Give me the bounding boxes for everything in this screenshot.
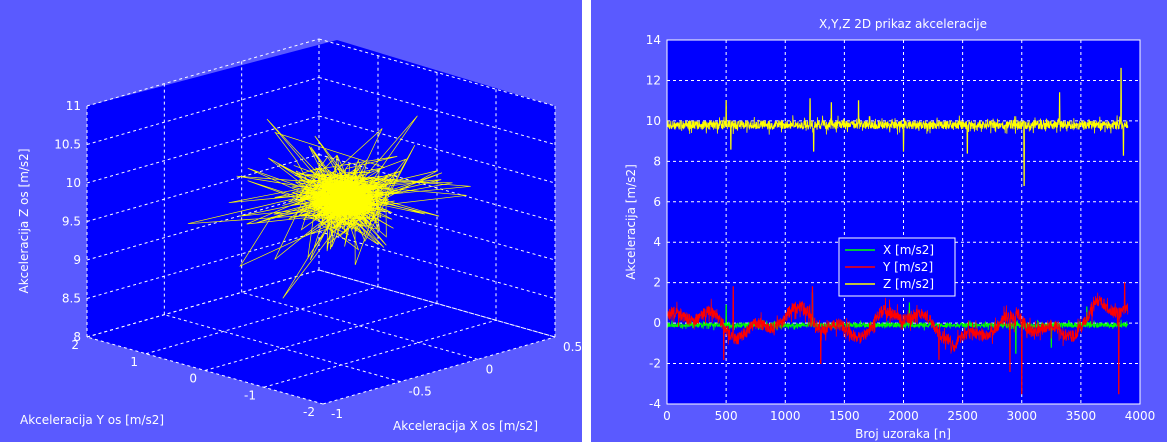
y-tick-label: 10 <box>646 114 661 128</box>
grid-line <box>86 269 320 338</box>
grid-line <box>86 115 320 184</box>
xyz-trace <box>187 115 471 299</box>
x-tick-label: -0.5 <box>408 385 431 399</box>
grid-line <box>318 192 556 261</box>
grid-lines <box>86 38 556 405</box>
grid-line <box>318 269 556 338</box>
grid-line <box>322 336 556 405</box>
x-tick-label: 0 <box>486 362 494 376</box>
y-tick-label: 2 <box>653 276 661 290</box>
series-x-line <box>666 292 1129 354</box>
y-tick-label: 0 <box>189 372 197 386</box>
x-tick-label: 0 <box>663 409 671 423</box>
x-tick-label: 1000 <box>770 409 801 423</box>
y-tick-label: 14 <box>646 33 661 47</box>
grid-line <box>318 115 556 184</box>
tick-labels: 0 500 1000 1500 2000 2500 3000 3500 4000 -4 -2 0 2 4 6… <box>646 33 1156 423</box>
xyz-line <box>187 115 471 299</box>
series-y-line <box>666 282 1129 395</box>
grid-line <box>318 231 556 299</box>
x-tick-label: 2500 <box>947 409 978 423</box>
z-tick-label: 9.5 <box>62 215 81 229</box>
figure-2d-lines: 0 500 1000 1500 2000 2500 3000 3500 4000 -4 -2 0 2 4 6… <box>591 0 1167 442</box>
grid-line <box>204 303 438 371</box>
y-tick-label: 0 <box>653 316 661 330</box>
x-tick-label: -1 <box>331 407 343 421</box>
legend-entry: X [m/s2] <box>883 243 934 257</box>
grid-line <box>263 319 497 388</box>
z-tick-label: 8.5 <box>62 292 81 306</box>
z-tick-label: 10.5 <box>54 138 81 152</box>
x-tick-label: 500 <box>715 409 738 423</box>
grid-line <box>318 77 556 145</box>
grid-line <box>86 192 320 261</box>
grid-line <box>318 38 556 107</box>
plot-frame <box>666 39 1141 405</box>
legend-entry: Z [m/s2] <box>883 277 934 291</box>
y-tick-label: 12 <box>646 73 661 87</box>
grid-line <box>241 291 478 360</box>
y-axis-label: Akceleracija Y os [m/s2] <box>20 413 164 427</box>
z-tick-label: 10 <box>66 176 81 190</box>
chart-title: X,Y,Z 2D prikaz akceleracije <box>819 17 987 31</box>
y-tick-label: 2 <box>71 338 79 352</box>
x-axis-label: Broj uzoraka [n] <box>855 427 951 441</box>
y-tick-label: -2 <box>649 357 661 371</box>
chart-2d: 0 500 1000 1500 2000 2500 3000 3500 4000 -4 -2 0 2 4 6… <box>624 17 1156 441</box>
grid-line <box>86 38 320 107</box>
x-tick-label: 0.5 <box>563 340 582 354</box>
x-tick-label: 1500 <box>829 409 860 423</box>
grid-line <box>86 77 320 145</box>
z-tick-label: 9 <box>73 253 81 267</box>
x-tick-label: 2000 <box>888 409 919 423</box>
y-tick-label: 4 <box>653 235 661 249</box>
grid-line <box>86 154 320 222</box>
y-tick-label: 1 <box>130 355 138 369</box>
grid-line <box>86 231 320 299</box>
z-tick-label: 11 <box>66 99 81 113</box>
series-z-line <box>666 67 1129 186</box>
x-tick-label: 3500 <box>1066 409 1097 423</box>
tick-labels: 8 8.5 9 9.5 10 10.5 11 -2 -1 0 1 2 -1 -0.5 0 0.5 <box>54 99 582 421</box>
legend: X [m/s2] Y [m/s2] Z [m/s2] <box>838 237 956 297</box>
x-tick-label: 3000 <box>1006 409 1037 423</box>
figure-3d-scatter: 8 8.5 9 9.5 10 10.5 11 -2 -1 0 1 2 -1 -0.5 0 0.5 Akcele… <box>0 0 582 442</box>
y-tick-label: 6 <box>653 195 661 209</box>
z-tick-label: 8 <box>73 330 81 344</box>
grid-line <box>145 286 379 355</box>
y-tick-label: -4 <box>649 397 661 411</box>
chart-3d: 8 8.5 9 9.5 10 10.5 11 -2 -1 0 1 2 -1 -0.5 0 0.5 Akcele… <box>17 38 582 433</box>
legend-entry: Y [m/s2] <box>882 260 933 274</box>
z-axis-label: Akceleracija Z os [m/s2] <box>17 148 31 293</box>
y-tick-label: -2 <box>303 405 315 419</box>
x-tick-label: 4000 <box>1125 409 1156 423</box>
y-tick-label: 8 <box>653 154 661 168</box>
x-axis-label: Akceleracija X os [m/s2] <box>393 419 538 433</box>
grid-line <box>318 154 556 222</box>
series-lines <box>666 67 1129 395</box>
y-axis-label: Akceleracija [m/s2] <box>624 164 638 280</box>
y-tick-label: -1 <box>244 388 256 402</box>
